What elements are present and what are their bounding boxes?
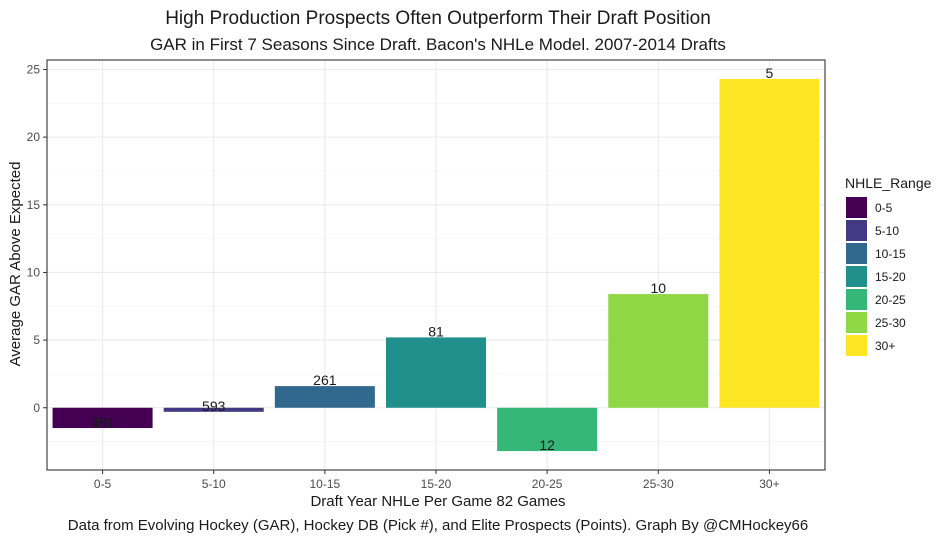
- legend-title: NHLE_Range: [845, 175, 932, 191]
- legend-label: 15-20: [875, 270, 906, 284]
- chart-subtitle: GAR in First 7 Seasons Since Draft. Baco…: [150, 35, 726, 54]
- bar: [163, 407, 264, 412]
- legend-label: 25-30: [875, 316, 906, 330]
- y-tick-label: 5: [33, 333, 40, 347]
- data-label: 10: [650, 280, 666, 296]
- bar: [608, 294, 709, 408]
- chart-caption: Data from Evolving Hockey (GAR), Hockey …: [68, 517, 808, 534]
- chart-title: High Production Prospects Often Outperfo…: [165, 8, 711, 29]
- data-label: 5: [766, 65, 774, 81]
- legend-label: 5-10: [875, 224, 899, 238]
- bar: [497, 407, 598, 452]
- legend-swatch: [846, 312, 867, 333]
- y-tick-label: 0: [33, 401, 40, 415]
- bar: [52, 407, 153, 429]
- y-tick-label: 10: [27, 265, 41, 279]
- y-tick-label: 20: [27, 130, 41, 144]
- x-tick-label: 30+: [759, 477, 779, 491]
- bar: [274, 386, 375, 408]
- data-label: 261: [313, 372, 337, 388]
- x-tick-label: 0-5: [94, 477, 112, 491]
- x-tick-label: 25-30: [643, 477, 674, 491]
- bar: [385, 337, 487, 408]
- x-tick-label: 20-25: [532, 477, 563, 491]
- data-label: 593: [202, 398, 226, 414]
- legend-swatch: [846, 335, 867, 356]
- legend-swatch: [846, 266, 867, 287]
- data-label: 81: [428, 323, 444, 339]
- x-axis-title: Draft Year NHLe Per Game 82 Games: [310, 493, 565, 510]
- axes: 0 5 10 15 20 25 0-5 5-10 10-15 15-20 20-25 25-30 30+: [27, 59, 826, 491]
- x-tick-label: 15-20: [421, 477, 452, 491]
- legend-label: 20-25: [875, 293, 906, 307]
- legend-label: 30+: [875, 339, 895, 353]
- x-tick-label: 10-15: [310, 477, 341, 491]
- legend-swatch: [846, 197, 867, 218]
- y-tick-label: 25: [27, 62, 41, 76]
- y-tick-label: 15: [27, 198, 41, 212]
- legend-label: 0-5: [875, 201, 893, 215]
- legend-swatch: [846, 243, 867, 264]
- legend-swatch: [846, 289, 867, 310]
- data-label: 481: [91, 414, 115, 430]
- bars: [52, 78, 820, 452]
- data-label: 12: [539, 437, 555, 453]
- legend: NHLE_Range 0-5 5-10 10-15 15-20 20-25 25-30 30…: [845, 175, 932, 356]
- legend-label: 10-15: [875, 247, 906, 261]
- legend-swatch: [846, 220, 867, 241]
- x-tick-label: 5-10: [202, 477, 226, 491]
- y-axis-title: Average GAR Above Expected: [7, 162, 24, 367]
- bar: [719, 78, 820, 408]
- data-labels: 481 593 261 81 12 10 5: [91, 65, 774, 453]
